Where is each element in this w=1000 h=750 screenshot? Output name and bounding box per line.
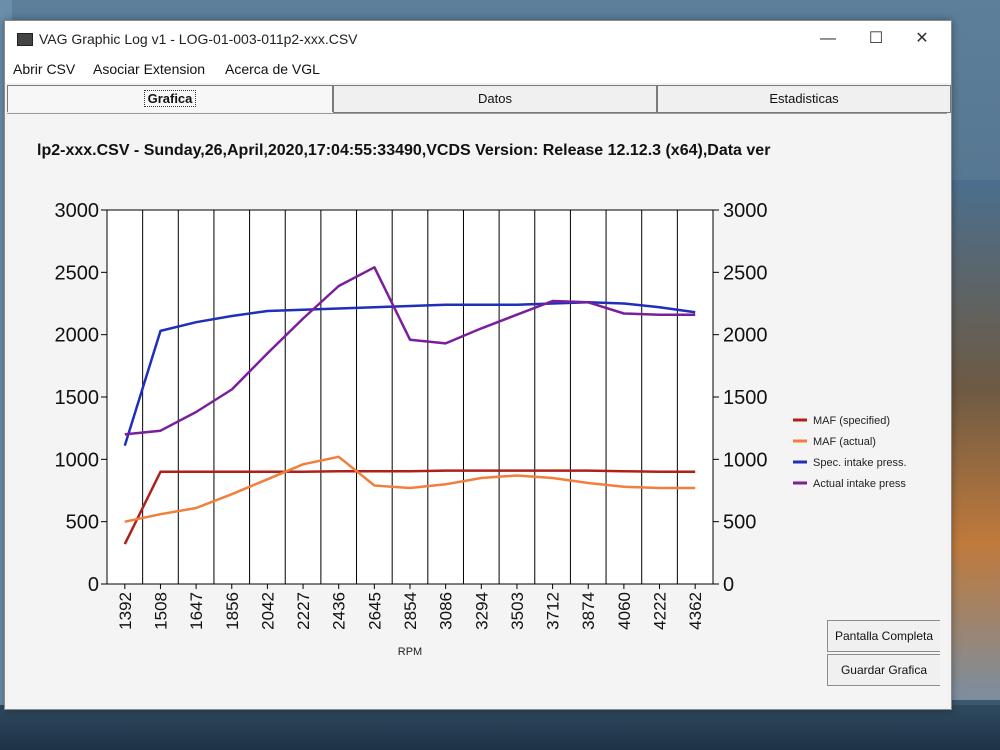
x-tick-label: 3874 (579, 592, 598, 630)
tab-datos-label: Datos (478, 91, 512, 106)
graph-panel: lp2-xxx.CSV - Sunday,26,April,2020,17:04… (7, 113, 947, 706)
y-tick-label-left: 2000 (55, 325, 100, 347)
y-tick-label-right: 500 (723, 512, 756, 534)
x-tick-label: 3503 (508, 592, 527, 630)
x-tick-label: 3712 (544, 592, 563, 630)
close-button[interactable]: ✕ (907, 27, 937, 51)
x-tick-label: 2042 (258, 592, 277, 630)
x-tick-label: 2227 (294, 592, 313, 630)
x-tick-label: 3086 (437, 592, 456, 630)
y-tick-label-left: 3000 (55, 200, 100, 222)
maximize-button[interactable]: ☐ (861, 27, 891, 51)
x-tick-label: 4362 (686, 592, 705, 630)
tab-datos[interactable]: Datos (333, 85, 657, 113)
y-tick-label-left: 1000 (55, 449, 100, 471)
x-tick-label: 3294 (472, 592, 491, 630)
y-tick-label-right: 1500 (723, 387, 768, 409)
x-tick-label: 4222 (651, 592, 670, 630)
menu-acerca-de[interactable]: Acerca de VGL (225, 61, 320, 77)
minimize-button[interactable]: — (813, 27, 843, 51)
tab-grafica[interactable]: Grafica (7, 85, 333, 112)
menu-asociar-extension[interactable]: Asociar Extension (93, 61, 205, 77)
minimize-icon: — (820, 30, 836, 47)
x-tick-label: 1508 (151, 592, 170, 630)
x-tick-label: 1647 (187, 592, 206, 630)
y-tick-label-left: 0 (88, 574, 99, 596)
x-tick-label: 2645 (365, 592, 384, 630)
y-tick-label-right: 1000 (723, 449, 768, 471)
y-tick-label-left: 2500 (55, 262, 100, 284)
window-title: VAG Graphic Log v1 - LOG-01-003-011p2-xx… (39, 31, 358, 47)
y-tick-label-left: 500 (66, 512, 99, 534)
maximize-icon: ☐ (869, 30, 883, 47)
x-axis-label: RPM (398, 646, 422, 658)
save-graph-button[interactable]: Guardar Grafica (827, 654, 940, 686)
y-tick-label-right: 2500 (723, 262, 768, 284)
plot-area (107, 210, 713, 584)
x-tick-label: 4060 (615, 592, 634, 630)
x-tick-label: 1392 (116, 592, 135, 630)
x-tick-label: 2436 (330, 592, 349, 630)
app-window: VAG Graphic Log v1 - LOG-01-003-011p2-xx… (4, 20, 952, 710)
tab-estadisticas-label: Estadisticas (769, 91, 838, 106)
legend-label: Spec. intake press. (813, 457, 907, 469)
legend-label: Actual intake press (813, 478, 906, 490)
x-tick-label: 2854 (401, 592, 420, 630)
y-tick-label-left: 1500 (55, 387, 100, 409)
tab-estadisticas[interactable]: Estadisticas (657, 85, 951, 113)
line-chart: 0 0 500 500 1000 1000 1500 1500 2000 2000 2500 2500… (7, 114, 947, 706)
title-bar: VAG Graphic Log v1 - LOG-01-003-011p2-xx… (5, 21, 951, 57)
x-tick-label: 1856 (223, 592, 242, 630)
y-tick-label-right: 0 (723, 574, 734, 596)
menu-abrir-csv[interactable]: Abrir CSV (13, 61, 75, 77)
desktop-background-bottom (0, 705, 1000, 750)
close-icon: ✕ (915, 30, 928, 47)
fullscreen-button[interactable]: Pantalla Completa (827, 620, 940, 652)
tab-grafica-label: Grafica (144, 90, 197, 107)
legend-label: MAF (actual) (813, 436, 876, 448)
legend-label: MAF (specified) (813, 415, 890, 427)
y-tick-label-right: 2000 (723, 325, 768, 347)
app-icon (17, 33, 33, 46)
menu-bar: Abrir CSV Asociar Extension Acerca de VG… (5, 57, 951, 83)
y-tick-label-right: 3000 (723, 200, 768, 222)
